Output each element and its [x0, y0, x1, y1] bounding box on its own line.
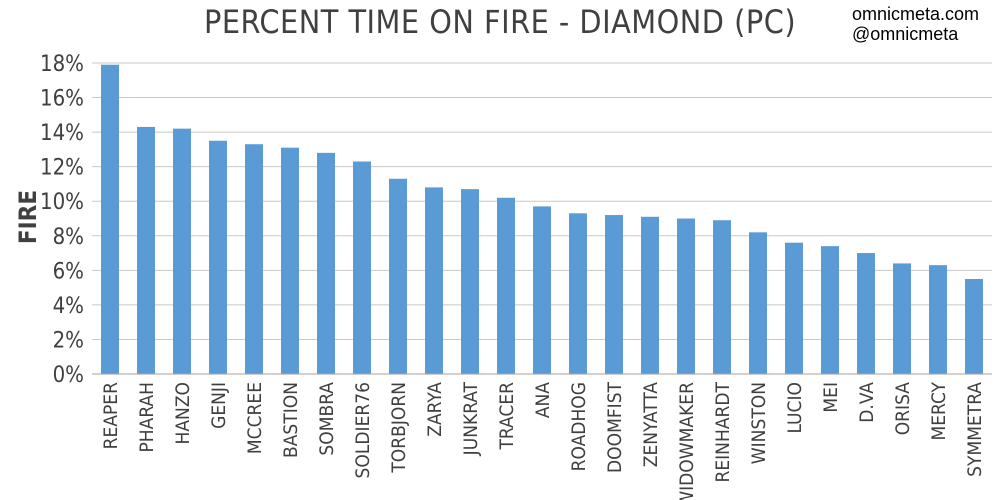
- y-tick-labels: 0% 2% 4% 6% 8% 10% 12% 14% 16% 18%: [40, 52, 84, 388]
- bar-zenyatta: [641, 216, 659, 374]
- bar-reinhardt: [713, 220, 731, 374]
- bar-lucio: [785, 242, 803, 374]
- bar-symmetra: [965, 278, 983, 374]
- y-tick-label: 2%: [53, 328, 84, 353]
- x-tick-label: WINSTON: [748, 382, 770, 464]
- gridlines: [92, 62, 992, 340]
- x-tick-label: REINHARDT: [712, 381, 734, 482]
- bar-roadhog: [569, 213, 587, 374]
- x-tick-label: ANA: [532, 382, 554, 418]
- bar-pharah: [137, 126, 155, 374]
- bar-bastion: [281, 147, 299, 374]
- y-tick-label: 0%: [53, 363, 84, 388]
- x-tick-label: MCCREE: [244, 382, 266, 454]
- x-tick-label: JUNKRAT: [460, 381, 482, 456]
- x-tick-label: SYMMETRA: [964, 382, 986, 477]
- watermark-site: omnicmeta.com: [852, 4, 979, 24]
- x-tick-label: ZARYA: [424, 382, 446, 437]
- chart-title: PERCENT TIME ON FIRE - DIAMOND (PC): [204, 3, 796, 41]
- bar-doomfist: [605, 215, 623, 374]
- bars: [101, 64, 983, 374]
- x-tick-label: GENJI: [208, 382, 230, 429]
- bar-sombra: [317, 152, 335, 374]
- bar-winston: [749, 232, 767, 374]
- bar-hanzo: [173, 128, 191, 374]
- bar-reaper: [101, 64, 119, 374]
- bar-mei: [821, 246, 839, 374]
- bar-mercy: [929, 265, 947, 374]
- bar-widowmaker: [677, 218, 695, 374]
- y-tick-label: 6%: [53, 259, 84, 284]
- bar-ana: [533, 206, 551, 374]
- x-tick-label: LUCIO: [784, 382, 806, 434]
- x-tick-label: TRACER: [496, 382, 518, 451]
- bar-mccree: [245, 144, 263, 374]
- x-tick-label: ROADHOG: [568, 382, 590, 471]
- y-tick-label: 10%: [40, 190, 84, 215]
- x-tick-label: HANZO: [172, 382, 194, 445]
- y-tick-label: 14%: [40, 121, 84, 146]
- x-tick-label: ZENYATTA: [640, 382, 662, 468]
- x-tick-label: ORISA: [892, 382, 914, 436]
- x-tick-label: D.VA: [856, 382, 878, 423]
- y-axis-label: FIRE: [14, 190, 42, 244]
- x-tick-label: MERCY: [928, 381, 950, 440]
- x-tick-label: REAPER: [100, 382, 122, 449]
- x-tick-label: BASTION: [280, 382, 302, 458]
- x-tick-labels: REAPER PHARAH HANZO GENJI MCCREE BASTION SOMBR…: [100, 381, 986, 500]
- y-tick-label: 12%: [40, 156, 84, 181]
- x-tick-label: TORBJORN: [388, 382, 410, 474]
- watermark-handle: @omnicmeta: [852, 24, 959, 44]
- x-tick-label: SOMBRA: [316, 382, 338, 456]
- bar-tracer: [497, 197, 515, 374]
- bar-orisa: [893, 263, 911, 374]
- y-tick-label: 8%: [53, 225, 84, 250]
- y-tick-label: 18%: [40, 52, 84, 77]
- x-tick-label: WIDOWMAKER: [676, 382, 698, 500]
- bar-torbjorn: [389, 178, 407, 374]
- x-tick-label: SOLDIER76: [352, 382, 374, 478]
- bar-dva: [857, 253, 875, 374]
- bar-genji: [209, 140, 227, 374]
- bar-junkrat: [461, 189, 479, 374]
- x-tick-label: PHARAH: [136, 382, 158, 453]
- x-tick-label: MEI: [820, 382, 842, 413]
- x-tick-label: DOOMFIST: [604, 381, 626, 473]
- y-tick-label: 16%: [40, 87, 84, 112]
- y-tick-label: 4%: [53, 294, 84, 319]
- bar-zarya: [425, 187, 443, 374]
- bar-soldier76: [353, 161, 371, 374]
